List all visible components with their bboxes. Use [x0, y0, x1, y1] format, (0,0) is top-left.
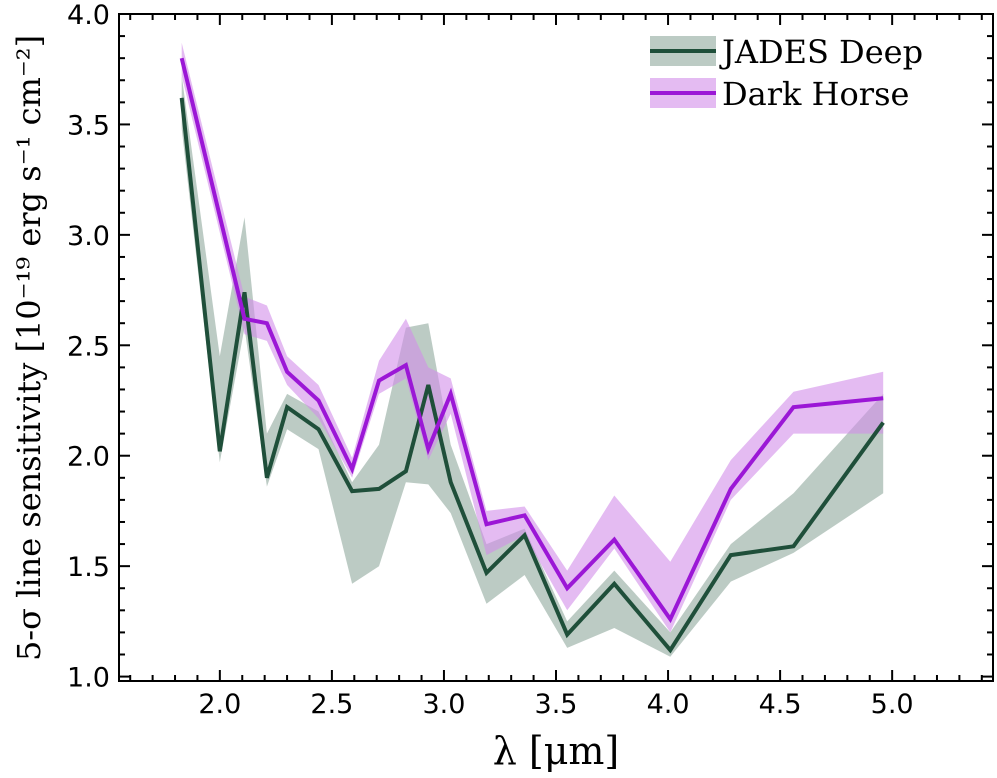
legend-label-dark-horse: Dark Horse [722, 75, 909, 113]
y-tick-label: 3.0 [67, 221, 110, 252]
x-tick-label: 4.0 [647, 689, 690, 720]
tick-labels: 2.0 2.5 3.0 3.5 4.0 4.5 5.0 1.0 1.5 2.0 2.5 3.0 3.5 4… [67, 0, 914, 720]
y-tick-label: 4.0 [67, 0, 110, 31]
x-tick-label: 2.5 [310, 689, 353, 720]
legend-label-jades-deep: JADES Deep [719, 33, 923, 71]
y-tick-label: 1.0 [67, 663, 110, 694]
y-axis-label: 5-σ line sensitivity [10⁻¹⁹ erg s⁻¹ cm⁻²… [10, 35, 48, 661]
x-tick-label: 5.0 [871, 689, 914, 720]
x-axis-label: λ [μm] [493, 729, 620, 773]
plot-frame [118, 13, 994, 682]
band-jades-deep [181, 75, 884, 657]
x-tick-label: 3.0 [422, 689, 465, 720]
x-tick-label: 3.5 [535, 689, 578, 720]
x-tick-label: 4.5 [759, 689, 802, 720]
y-tick-label: 2.0 [67, 442, 110, 473]
legend: JADES Deep Dark Horse [650, 33, 923, 113]
line-dark-horse [179, 57, 884, 624]
series-lines [179, 57, 885, 654]
y-tick-label: 1.5 [67, 552, 110, 583]
x-tick-label: 2.0 [198, 689, 241, 720]
y-tick-label: 3.5 [67, 110, 110, 141]
uncertainty-bands [181, 42, 884, 657]
y-tick-label: 2.5 [67, 331, 110, 362]
